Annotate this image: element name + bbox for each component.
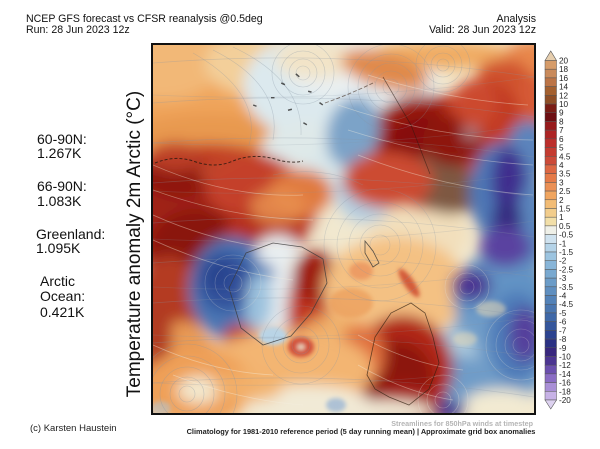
svg-text:1: 1 — [559, 213, 564, 222]
svg-text:12: 12 — [559, 91, 569, 100]
svg-text:5: 5 — [559, 144, 564, 153]
svg-text:8: 8 — [559, 117, 564, 126]
svg-text:9: 9 — [559, 109, 564, 118]
svg-text:-14: -14 — [559, 370, 571, 379]
svg-text:-3.5: -3.5 — [559, 283, 574, 292]
svg-text:-0.5: -0.5 — [559, 231, 574, 240]
svg-text:18: 18 — [559, 65, 569, 74]
svg-text:2.5: 2.5 — [559, 187, 571, 196]
svg-text:2: 2 — [559, 196, 564, 205]
svg-text:3.5: 3.5 — [559, 170, 571, 179]
svg-text:6: 6 — [559, 135, 564, 144]
svg-text:-2.5: -2.5 — [559, 265, 574, 274]
svg-text:-16: -16 — [559, 379, 571, 388]
svg-text:20: 20 — [559, 57, 569, 66]
svg-text:-20: -20 — [559, 396, 571, 405]
svg-text:-1: -1 — [559, 239, 567, 248]
svg-text:14: 14 — [559, 83, 569, 92]
svg-text:10: 10 — [559, 100, 569, 109]
svg-text:4: 4 — [559, 161, 564, 170]
svg-text:-3: -3 — [559, 274, 567, 283]
svg-text:-4: -4 — [559, 292, 567, 301]
svg-text:-18: -18 — [559, 387, 571, 396]
svg-text:3: 3 — [559, 178, 564, 187]
svg-text:-10: -10 — [559, 352, 571, 361]
svg-text:7: 7 — [559, 126, 564, 135]
svg-text:16: 16 — [559, 74, 569, 83]
svg-text:0.5: 0.5 — [559, 222, 571, 231]
svg-text:-4.5: -4.5 — [559, 300, 574, 309]
svg-text:4.5: 4.5 — [559, 152, 571, 161]
svg-text:-1.5: -1.5 — [559, 248, 574, 257]
svg-text:-7: -7 — [559, 326, 567, 335]
svg-text:-6: -6 — [559, 318, 567, 327]
svg-text:-8: -8 — [559, 335, 567, 344]
svg-text:1.5: 1.5 — [559, 204, 571, 213]
svg-text:-5: -5 — [559, 309, 567, 318]
svg-text:-12: -12 — [559, 361, 571, 370]
svg-text:-9: -9 — [559, 344, 567, 353]
svg-text:-2: -2 — [559, 257, 567, 266]
